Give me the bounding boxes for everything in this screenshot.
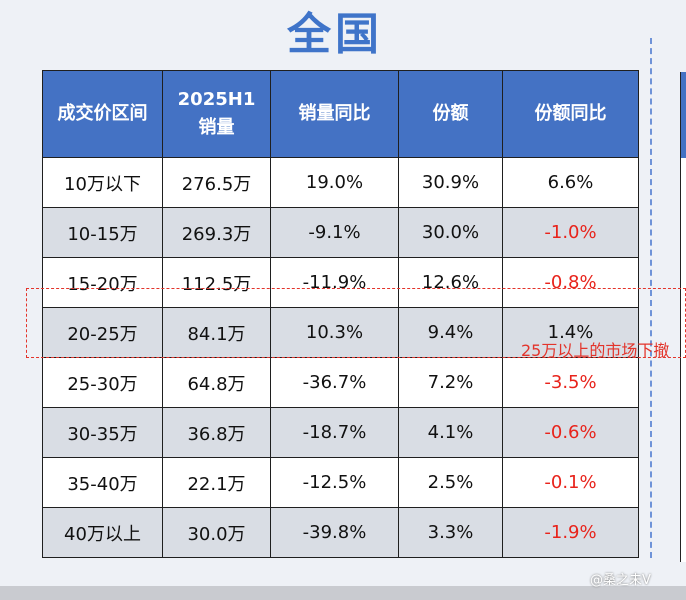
adjacent-table-header-edge xyxy=(681,72,686,158)
table-cell: -0.6% xyxy=(502,407,639,458)
column-header: 2025H1 销量 xyxy=(162,70,271,158)
table-cell: -12.5% xyxy=(270,457,399,508)
adjacent-table-edge xyxy=(680,72,686,562)
table-cell: 12.6% xyxy=(398,257,503,308)
table-cell: -9.1% xyxy=(270,207,399,258)
table-cell: 276.5万 xyxy=(162,157,271,208)
table-header-row: 成交价区间 2025H1 销量 销量同比 份额 份额同比 xyxy=(42,70,639,158)
table-cell: 30.0万 xyxy=(162,507,271,558)
column-header: 销量同比 xyxy=(270,70,399,158)
bottom-strip xyxy=(0,586,686,600)
table-cell: 30.0% xyxy=(398,207,503,258)
table-cell: 19.0% xyxy=(270,157,399,208)
table-row: 10万以下 276.5万 19.0% 30.9% 6.6% xyxy=(42,157,639,208)
table-cell: 64.8万 xyxy=(162,357,271,408)
table-body: 10万以下 276.5万 19.0% 30.9% 6.6% 10-15万 269.3万 -9.… xyxy=(42,157,639,558)
column-header: 成交价区间 xyxy=(42,70,163,158)
table-cell: 2.5% xyxy=(398,457,503,508)
table-cell: 25-30万 xyxy=(42,357,163,408)
table-cell: -18.7% xyxy=(270,407,399,458)
table-cell: 10-15万 xyxy=(42,207,163,258)
table-cell: 35-40万 xyxy=(42,457,163,508)
table-cell: 6.6% xyxy=(502,157,639,208)
table-cell: 3.3% xyxy=(398,507,503,558)
table-cell: -1.0% xyxy=(502,207,639,258)
table-row: 20-25万 84.1万 10.3% 9.4% 1.4% xyxy=(42,307,639,358)
column-header: 份额 xyxy=(398,70,503,158)
table-cell: -39.8% xyxy=(270,507,399,558)
table-cell: 4.1% xyxy=(398,407,503,458)
table-cell: 7.2% xyxy=(398,357,503,408)
table-container: 成交价区间 2025H1 销量 销量同比 份额 份额同比 10万以下 276.5万 19.0%… xyxy=(42,70,639,558)
table-cell: 22.1万 xyxy=(162,457,271,508)
table-cell: 30.9% xyxy=(398,157,503,208)
table-cell: -36.7% xyxy=(270,357,399,408)
table-cell: 269.3万 xyxy=(162,207,271,258)
page-title: 全国 xyxy=(287,9,383,60)
table-row: 35-40万 22.1万 -12.5% 2.5% -0.1% xyxy=(42,457,639,508)
table-cell: 20-25万 xyxy=(42,307,163,358)
table-cell: -1.9% xyxy=(502,507,639,558)
table-row: 40万以上 30.0万 -39.8% 3.3% -1.9% xyxy=(42,507,639,558)
table-row: 30-35万 36.8万 -18.7% 4.1% -0.6% xyxy=(42,407,639,458)
table-cell: 30-35万 xyxy=(42,407,163,458)
table-cell: -0.1% xyxy=(502,457,639,508)
dashed-divider xyxy=(650,38,652,558)
price-segment-table: 成交价区间 2025H1 销量 销量同比 份额 份额同比 10万以下 276.5万 19.0%… xyxy=(42,70,639,558)
table-cell: 1.4% xyxy=(502,307,639,358)
table-cell: 36.8万 xyxy=(162,407,271,458)
table-cell: -3.5% xyxy=(502,357,639,408)
watermark: @桑之未V xyxy=(590,573,651,588)
table-cell: -11.9% xyxy=(270,257,399,308)
table-cell: 40万以上 xyxy=(42,507,163,558)
annotation-note: 25万以上的市场下撤 xyxy=(521,341,670,360)
column-header: 份额同比 xyxy=(502,70,639,158)
table-cell: 15-20万 xyxy=(42,257,163,308)
table-row: 25-30万 64.8万 -36.7% 7.2% -3.5% xyxy=(42,357,639,408)
table-cell: 10万以下 xyxy=(42,157,163,208)
table-row: 10-15万 269.3万 -9.1% 30.0% -1.0% xyxy=(42,207,639,258)
table-cell: 112.5万 xyxy=(162,257,271,308)
